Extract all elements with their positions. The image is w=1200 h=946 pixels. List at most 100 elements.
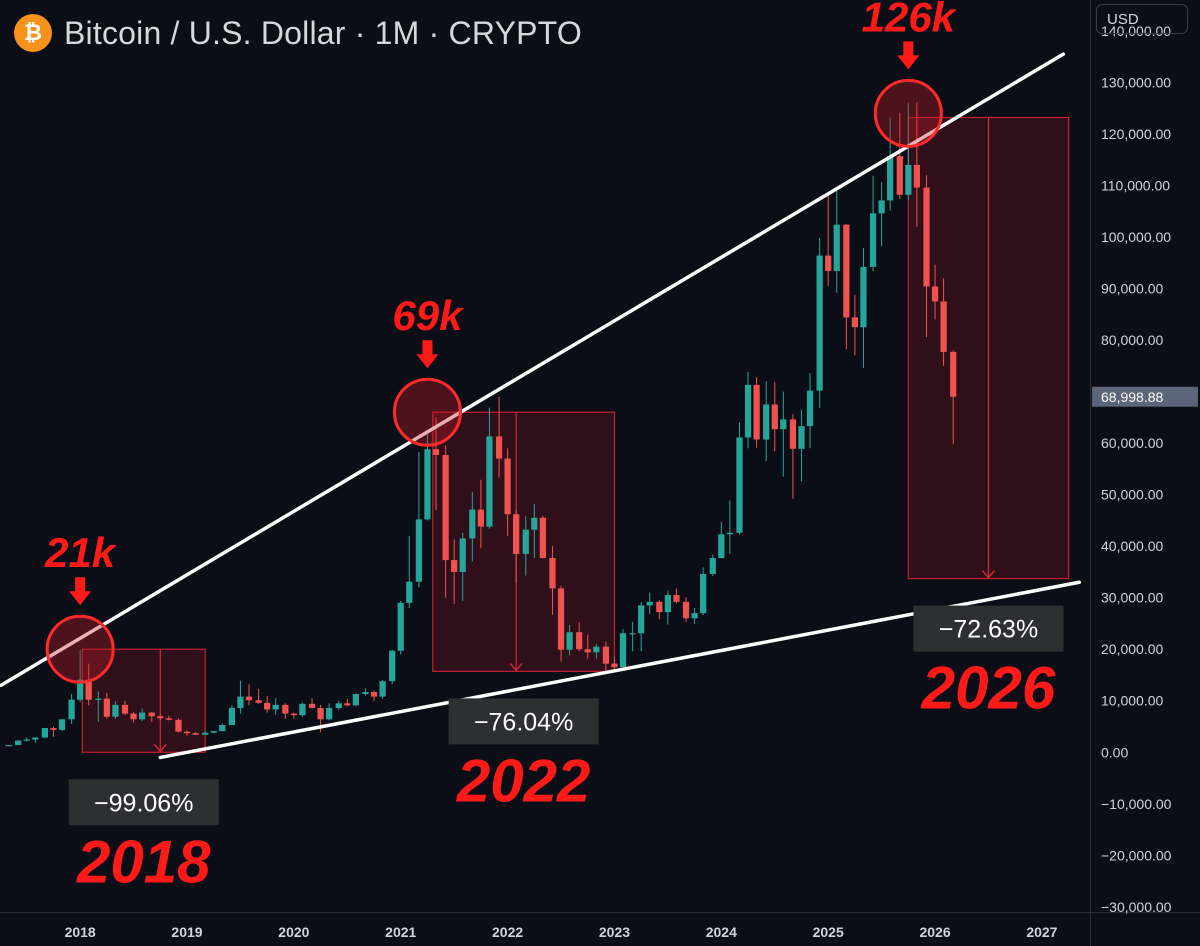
candle-body	[531, 517, 538, 530]
y-tick-label: 0.00	[1101, 744, 1128, 760]
y-tick-label: −30,000.00	[1101, 899, 1172, 915]
candle-body	[860, 266, 867, 328]
candle-body	[584, 649, 591, 653]
currency-selector[interactable]: USD	[1096, 4, 1188, 34]
x-tick-label: 2018	[65, 924, 96, 940]
candle-body	[486, 436, 493, 527]
candle-body	[896, 156, 903, 195]
candle-body	[32, 737, 39, 740]
candle-body	[264, 702, 271, 710]
candle-body	[451, 560, 458, 572]
candle-body	[219, 724, 226, 732]
candle-body	[272, 704, 279, 710]
candle-body	[68, 699, 75, 720]
peak-label: 69k	[392, 292, 465, 339]
candle-body	[85, 679, 92, 700]
candle-body	[130, 713, 137, 720]
candle-body	[326, 707, 333, 720]
candle-body	[557, 588, 565, 650]
candle-body	[843, 224, 850, 318]
candle-body	[744, 384, 752, 438]
y-tick-label: 130,000.00	[1101, 74, 1171, 90]
candle-body	[148, 712, 155, 717]
candle-body	[576, 632, 583, 650]
peak-circle	[392, 377, 462, 447]
candle-body	[816, 255, 823, 391]
candle-body	[539, 517, 546, 559]
drawdown-box	[81, 648, 206, 753]
drawdown-arrowhead	[981, 570, 996, 579]
candle-body	[245, 696, 253, 701]
candle-body	[753, 384, 760, 440]
candle-body	[192, 733, 199, 735]
x-tick-label: 2022	[492, 924, 523, 940]
y-tick-label: 30,000.00	[1101, 590, 1163, 606]
drawdown-pct-box	[448, 698, 599, 745]
candle-body	[638, 605, 645, 634]
candle-body	[950, 351, 957, 397]
y-tick-label: 50,000.00	[1101, 487, 1163, 503]
candle-body	[566, 632, 573, 650]
drawdown-arrowhead	[153, 743, 167, 753]
candle-body	[726, 532, 733, 535]
candle-body	[602, 646, 610, 664]
candle-body	[5, 745, 12, 747]
candle-body	[103, 698, 110, 717]
candle-body	[887, 156, 894, 201]
candle-body	[763, 404, 770, 440]
candle-body	[299, 703, 306, 716]
candle-body	[157, 716, 164, 719]
candle-body	[656, 601, 663, 613]
x-tick-label: 2024	[706, 924, 737, 940]
candle-body	[549, 558, 556, 589]
peak-arrow-icon	[897, 41, 920, 70]
trendline	[0, 52, 1066, 688]
candle-body	[771, 404, 778, 430]
peak-arrow-icon	[69, 577, 92, 606]
candle-body	[406, 581, 413, 603]
y-tick-label: 20,000.00	[1101, 641, 1163, 657]
candle-body	[370, 691, 378, 697]
x-tick-label: 2020	[278, 924, 309, 940]
drawdown-arrowhead	[509, 662, 523, 672]
candle-body	[352, 694, 359, 706]
candle-body	[673, 595, 680, 602]
peak-label: 126k	[862, 0, 958, 40]
y-tick-label: 10,000.00	[1101, 693, 1163, 709]
candle-body	[869, 213, 877, 267]
candle-body	[806, 390, 814, 427]
drawdown-pct-box	[68, 779, 219, 826]
candle-body	[362, 691, 369, 695]
candle-body	[940, 301, 947, 352]
candle-body	[379, 681, 386, 697]
candle-body	[718, 534, 725, 559]
candle-body	[459, 538, 466, 572]
y-tick-label: −10,000.00	[1101, 796, 1172, 812]
candle-body	[709, 558, 716, 574]
chart-title-bar: ₿ Bitcoin / U.S. Dollar · 1M · CRYPTO	[14, 14, 582, 52]
candle-body	[344, 703, 351, 706]
candle-body	[50, 728, 57, 730]
candle-body	[308, 703, 316, 708]
candle-body	[415, 519, 423, 582]
candle-body	[317, 707, 324, 720]
candle-body	[611, 663, 618, 668]
candle-body	[833, 224, 840, 272]
candle-body	[424, 449, 431, 520]
candle-body	[95, 698, 102, 700]
candle-body	[736, 437, 743, 533]
candle-body	[77, 679, 84, 700]
candle-body	[175, 719, 182, 732]
candle-body	[58, 719, 66, 730]
candle-body	[282, 704, 289, 714]
candle-body	[255, 700, 262, 703]
x-tick-label: 2021	[385, 924, 416, 940]
candle-body	[913, 164, 920, 188]
bitcoin-icon: ₿	[14, 14, 52, 52]
y-tick-label: 80,000.00	[1101, 332, 1163, 348]
candle-body	[139, 712, 146, 720]
peak-label: 21k	[44, 529, 118, 576]
candle-body	[878, 200, 885, 214]
